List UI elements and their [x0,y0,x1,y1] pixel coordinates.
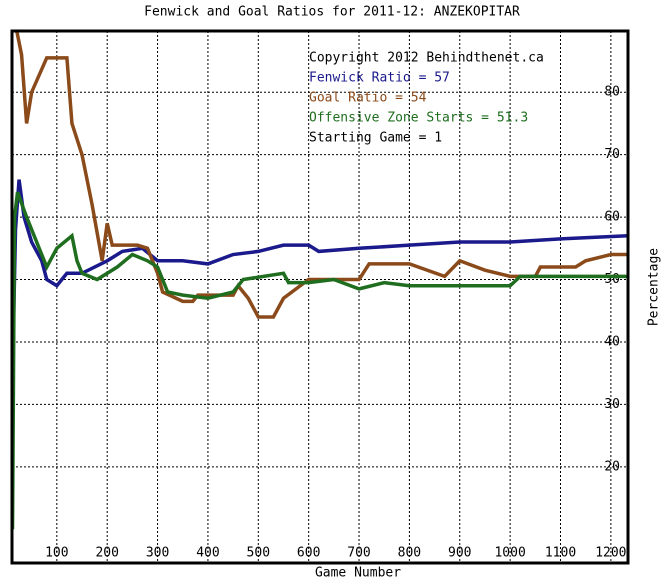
annotation: Starting Game = 1 [309,131,442,146]
plot-background [12,31,628,563]
y-tick-label: 60 [604,210,620,225]
x-tick-label: 800 [398,546,421,561]
x-tick-label: 1000 [494,546,525,561]
series-line [10,191,628,530]
y-axis-label: Percentage [647,248,662,326]
plot-border [10,29,630,565]
x-tick-label: 1100 [545,546,576,561]
annotation: Goal Ratio = 54 [309,91,427,106]
y-tick-label: 20 [604,459,620,474]
y-tick-label: 50 [604,272,620,287]
x-tick-label: 100 [45,546,68,561]
x-tick-label: 900 [448,546,471,561]
y-tick-label: 30 [604,397,620,412]
x-tick-label: 1200 [595,546,626,561]
y-tick-label: 40 [604,334,620,349]
x-tick-label: 600 [297,546,320,561]
x-tick-label: 300 [146,546,169,561]
x-tick-label: 200 [95,546,118,561]
x-axis-label: Game Number [315,566,401,580]
x-tick-label: 700 [347,546,370,561]
annotation: Copyright 2012 Behindthenet.ca [309,51,544,66]
x-tick-label: 500 [247,546,270,561]
series-line [10,179,629,374]
chart-title: Fenwick and Goal Ratios for 2011-12: ANZ… [144,5,520,20]
y-tick-label: 70 [604,147,620,162]
x-tick-label: 400 [196,546,219,561]
annotation: Offensive Zone Starts = 51.3 [309,111,528,126]
annotation: Fenwick Ratio = 57 [309,71,450,86]
y-tick-label: 80 [604,85,620,100]
